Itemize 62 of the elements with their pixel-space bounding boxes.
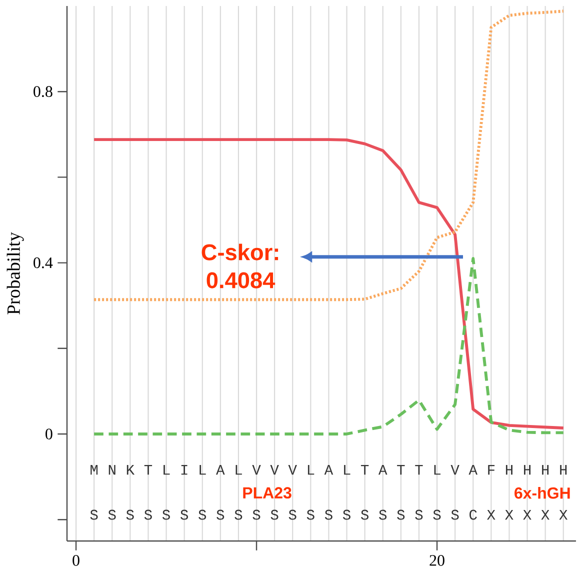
annotation: K <box>126 465 135 475</box>
annotation: L <box>344 465 350 475</box>
annotation: S <box>234 510 242 520</box>
annotation: V <box>288 465 297 475</box>
annotation: L <box>236 465 242 475</box>
annotation: S <box>198 510 206 520</box>
annotation: A <box>468 465 478 475</box>
annotation: L <box>200 465 206 475</box>
x-tick-label: 20 <box>430 555 444 566</box>
annotation: V <box>270 465 279 475</box>
annotation: S <box>379 510 387 520</box>
annotation: S <box>324 510 332 520</box>
annotation: I <box>181 465 188 475</box>
annotation: T <box>397 465 405 475</box>
annotation: PLA23 <box>243 487 292 499</box>
annotation: X <box>523 510 532 520</box>
annotation: S <box>108 510 116 520</box>
annotation: S <box>306 510 314 520</box>
annotation: H <box>506 465 512 475</box>
annotation: S <box>216 510 224 520</box>
annotation: X <box>487 510 496 520</box>
annotation: S <box>144 510 152 520</box>
annotation: F <box>488 465 495 475</box>
annotation: L <box>308 465 314 475</box>
annotation: S <box>451 510 459 520</box>
annotation: A <box>378 465 388 475</box>
annotation: 6x-hGH <box>514 486 570 499</box>
annotation: S <box>162 510 170 520</box>
annotation: X <box>541 510 550 520</box>
annotation: S <box>342 510 350 520</box>
annotation: V <box>450 465 460 475</box>
annotation: S <box>288 510 296 520</box>
annotation: C <box>470 510 477 520</box>
annotation: X <box>505 510 514 520</box>
annotation: A <box>324 465 334 475</box>
annotation: S <box>180 510 188 520</box>
annotation: C-skor: 0.4084 <box>202 244 278 288</box>
annotation: S <box>360 510 368 520</box>
annotation: T <box>415 465 423 475</box>
y-tick-label: 0.8 <box>34 86 52 98</box>
annotation: L <box>164 465 170 475</box>
annotation: H <box>560 465 567 475</box>
annotation: A <box>216 465 225 475</box>
annotation: S <box>126 510 134 520</box>
annotation: M <box>90 465 98 475</box>
y-tick-label: 0 <box>46 428 52 440</box>
annotation: S <box>397 510 405 520</box>
annotation: X <box>559 510 568 520</box>
annotation: N <box>108 465 116 475</box>
annotation: V <box>252 465 261 475</box>
annotation: L <box>434 465 440 475</box>
annotation: T <box>360 465 369 475</box>
annotation: H <box>524 465 530 475</box>
annotation: S <box>433 510 441 520</box>
annotation: S <box>415 510 423 520</box>
annotation: H <box>542 465 549 475</box>
annotation: T <box>144 465 152 475</box>
annotation: S <box>252 510 260 520</box>
annotation: S <box>270 510 278 520</box>
y-tick-label: 0.4 <box>34 257 53 268</box>
y-axis-title: Probability <box>6 232 24 314</box>
annotation: S <box>90 510 98 520</box>
